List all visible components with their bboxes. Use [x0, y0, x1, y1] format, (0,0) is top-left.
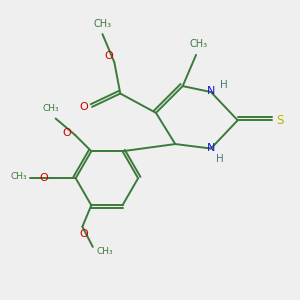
Text: N: N [207, 143, 216, 153]
Text: CH₃: CH₃ [43, 103, 59, 112]
Text: H: H [216, 154, 224, 164]
Text: CH₃: CH₃ [93, 19, 112, 29]
Text: O: O [105, 51, 113, 61]
Text: CH₃: CH₃ [97, 247, 114, 256]
Text: CH₃: CH₃ [189, 40, 208, 50]
Text: O: O [39, 173, 48, 183]
Text: O: O [80, 229, 88, 239]
Text: O: O [62, 128, 71, 138]
Text: S: S [277, 114, 284, 127]
Text: N: N [207, 86, 216, 96]
Text: CH₃: CH₃ [11, 172, 28, 181]
Text: O: O [79, 102, 88, 112]
Text: H: H [220, 80, 228, 90]
